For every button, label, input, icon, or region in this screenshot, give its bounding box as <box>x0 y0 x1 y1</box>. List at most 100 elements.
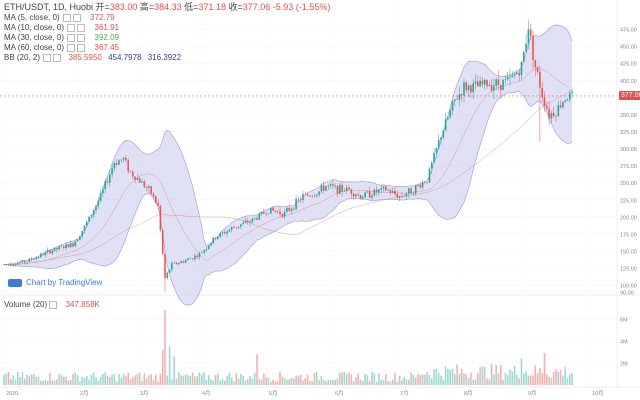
volume-bar <box>382 380 385 385</box>
volume-bar <box>426 371 428 385</box>
candle-body <box>380 188 382 190</box>
candle-body <box>341 184 343 192</box>
candle-body <box>249 221 251 223</box>
candle <box>35 256 37 261</box>
candle-body <box>419 185 422 188</box>
volume-bar <box>205 379 208 385</box>
volume-bar <box>212 380 215 385</box>
candle <box>256 216 258 221</box>
settings-icon[interactable] <box>72 13 81 22</box>
volume-bar <box>63 376 65 385</box>
high-label: 高= <box>139 2 155 12</box>
candle <box>566 97 569 101</box>
candle-body <box>67 244 70 248</box>
candle <box>12 263 14 267</box>
eye-icon[interactable] <box>67 43 76 52</box>
candle <box>562 101 564 110</box>
indicator-ma60[interactable]: MA (60, close, 0) 367.45 <box>4 43 119 53</box>
volume-bar <box>412 374 415 385</box>
settings-icon[interactable] <box>49 300 58 309</box>
indicator-ma10[interactable]: MA (10, close, 0) 361.91 <box>4 23 119 33</box>
time-tick-label: 2月 <box>80 390 89 397</box>
volume-bar <box>440 375 442 385</box>
volume-bar <box>10 379 12 385</box>
ma60-label: MA (60, close, 0) <box>4 43 65 52</box>
candle <box>355 193 357 200</box>
candle-body <box>318 191 320 195</box>
candle <box>251 217 254 224</box>
candle <box>69 240 72 248</box>
candle <box>63 245 65 250</box>
indicator-ma30[interactable]: MA (30, close, 0) 392.09 <box>4 33 119 43</box>
candle-body <box>258 213 261 220</box>
settings-icon[interactable] <box>77 33 86 42</box>
candle <box>325 186 327 192</box>
volume-bar <box>240 374 242 385</box>
bollinger-fill <box>4 24 573 306</box>
candle <box>201 251 203 254</box>
candle-body <box>120 159 123 161</box>
ma10-label: MA (10, close, 0) <box>4 23 65 32</box>
volume-bar <box>339 372 341 385</box>
candle-body <box>297 198 300 200</box>
volume-bar <box>504 373 507 385</box>
candle <box>76 239 79 242</box>
candle-body <box>224 232 226 234</box>
candle <box>373 188 376 197</box>
tradingview-badge[interactable]: Chart by TradingView <box>8 278 102 287</box>
volume-bar <box>387 381 389 385</box>
candle <box>456 95 458 101</box>
volume-bar <box>500 364 502 385</box>
candle-body <box>304 194 307 195</box>
price-axis: 475.00450.00425.00400.00375.00350.00325.… <box>620 28 637 297</box>
candle-body <box>95 205 97 211</box>
candle-body <box>332 184 334 186</box>
candle-body <box>426 182 428 183</box>
price-tick-label: 425.00 <box>620 62 637 68</box>
volume-bar <box>336 378 339 385</box>
eye-icon[interactable] <box>62 13 71 22</box>
price-tick-label: 350.00 <box>620 113 637 119</box>
candle-body <box>228 229 231 232</box>
volume-bar <box>283 378 286 385</box>
eye-icon[interactable] <box>67 23 76 32</box>
candle <box>5 264 8 267</box>
candle-body <box>90 214 93 217</box>
settings-icon[interactable] <box>77 23 86 32</box>
volume-label: Volume (20) <box>4 300 48 309</box>
tradingview-logo-icon <box>8 278 22 287</box>
candle-body <box>23 260 26 263</box>
eye-icon[interactable] <box>43 53 52 62</box>
volume-bar <box>327 379 330 385</box>
candle-body <box>17 262 19 265</box>
candle <box>529 23 532 40</box>
candle-body <box>157 202 159 206</box>
candle <box>175 261 178 265</box>
candle <box>161 228 164 255</box>
volume-bar <box>486 378 488 385</box>
candle <box>221 230 224 237</box>
candle-body <box>230 227 233 230</box>
candle <box>23 259 26 265</box>
settings-icon[interactable] <box>77 43 86 52</box>
volume-bar <box>203 372 205 385</box>
candle-body <box>74 241 77 247</box>
candle-body <box>465 82 468 91</box>
volume-bar <box>164 310 166 385</box>
volume-bar <box>129 379 132 385</box>
indicator-ma5[interactable]: MA (5, close, 0) 372.79 <box>4 13 115 23</box>
candle-body <box>182 261 185 263</box>
eye-icon[interactable] <box>67 33 76 42</box>
candle <box>118 159 120 165</box>
volume-bar <box>566 377 569 385</box>
settings-icon[interactable] <box>53 53 62 62</box>
volume-bar <box>502 379 504 385</box>
volume-bar <box>385 373 387 385</box>
candle <box>536 65 539 75</box>
volume-tick-label: 2M <box>620 362 628 368</box>
candle <box>90 214 93 219</box>
candle-body <box>12 264 14 266</box>
candle <box>431 161 433 174</box>
indicator-bb[interactable]: BB (20, 2) 385.5950 454.7978 316.3922 <box>4 53 181 63</box>
